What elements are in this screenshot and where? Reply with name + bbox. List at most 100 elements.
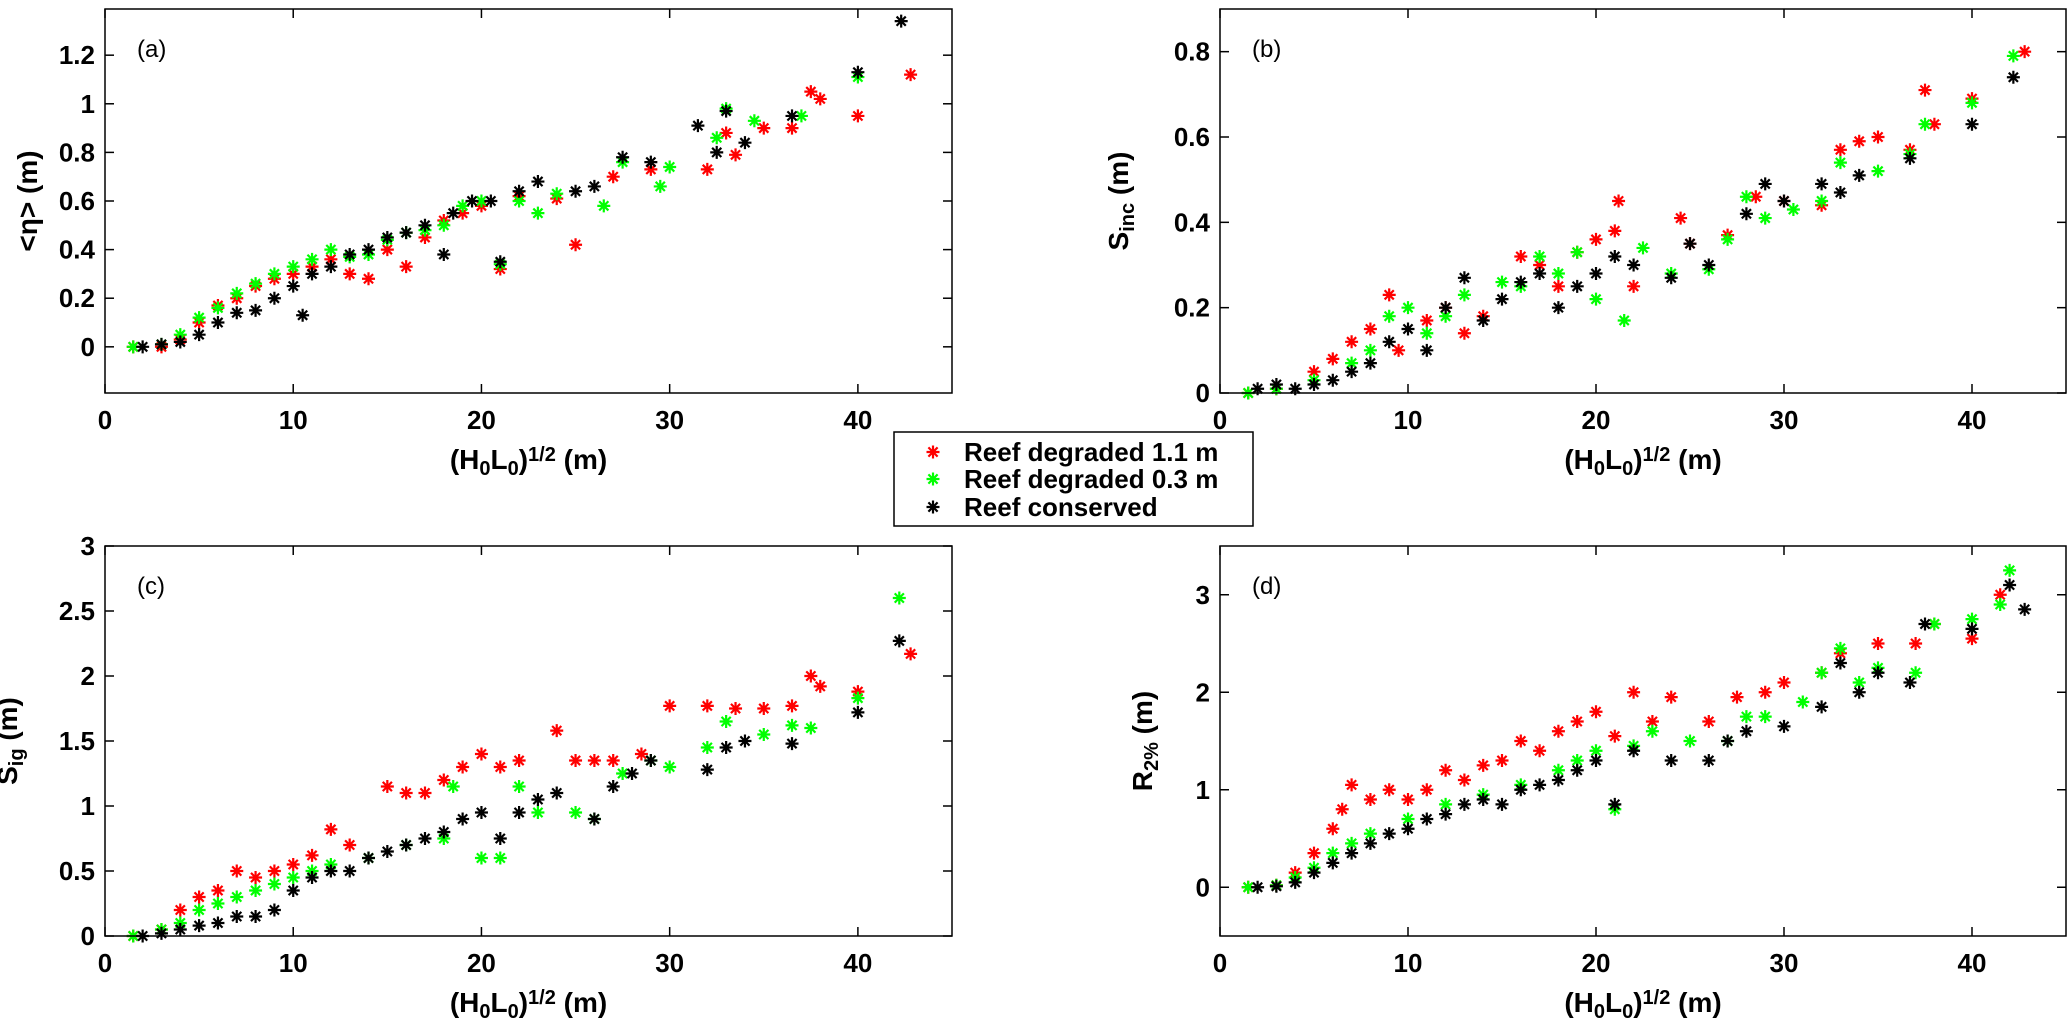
data-point <box>1730 690 1744 704</box>
data-point <box>267 291 281 305</box>
x-axis-label-part: 0 <box>508 458 519 480</box>
data-point <box>437 773 451 787</box>
data-point <box>1664 271 1678 285</box>
data-point <box>230 864 244 878</box>
legend-asterisk-icon <box>926 500 940 514</box>
x-tick-label: 30 <box>1770 948 1799 978</box>
y-tick-label: 2 <box>81 661 95 691</box>
data-point <box>1363 356 1377 370</box>
data-point <box>211 316 225 330</box>
data-point <box>512 780 526 793</box>
data-point <box>1608 224 1622 238</box>
x-tick-label: 30 <box>1770 405 1799 435</box>
data-point <box>249 910 263 923</box>
data-point <box>1476 758 1490 772</box>
data-point <box>456 199 470 213</box>
data-point <box>1965 117 1979 131</box>
data-point <box>2003 578 2017 592</box>
x-tick-label: 30 <box>655 948 684 978</box>
x-axis-label-part: L <box>1605 444 1622 475</box>
data-point <box>230 286 244 300</box>
data-point <box>1363 322 1377 336</box>
y-axis-label-part: inc <box>1117 203 1139 232</box>
axes-frame <box>104 545 953 937</box>
data-point <box>399 226 413 240</box>
data-point <box>616 150 630 164</box>
data-point <box>418 230 432 244</box>
x-tick-label: 10 <box>1394 948 1423 978</box>
data-point <box>305 260 319 274</box>
data-point <box>249 871 263 884</box>
data-point <box>1401 322 1415 336</box>
data-point <box>813 679 827 693</box>
data-point <box>1392 343 1406 357</box>
data-point <box>343 864 357 878</box>
scatter-points <box>1241 563 2032 894</box>
data-point <box>1683 734 1697 748</box>
data-point <box>785 109 799 123</box>
data-point <box>1345 365 1359 379</box>
data-point <box>757 728 771 741</box>
data-point <box>362 851 376 865</box>
data-point <box>154 926 168 940</box>
data-point <box>1589 232 1603 246</box>
data-point <box>597 199 611 213</box>
data-point <box>785 699 799 713</box>
data-point <box>399 838 413 852</box>
data-point <box>1612 194 1626 208</box>
data-point <box>418 832 432 845</box>
data-point <box>2006 70 2020 84</box>
data-point <box>474 747 488 761</box>
data-point <box>1251 382 1265 396</box>
data-point <box>1457 797 1471 811</box>
data-point <box>1382 335 1396 349</box>
data-point <box>1363 827 1377 841</box>
data-point <box>211 916 225 930</box>
x-tick-label: 10 <box>279 405 308 435</box>
data-point <box>1363 343 1377 357</box>
data-point <box>892 634 906 648</box>
data-point <box>1326 856 1340 870</box>
data-point <box>1420 313 1434 327</box>
data-point <box>456 812 470 826</box>
data-point <box>634 747 648 761</box>
data-point <box>587 179 601 193</box>
data-point <box>493 832 507 845</box>
data-point <box>851 705 865 719</box>
panel-label: (b) <box>1252 36 1281 63</box>
data-point <box>550 187 564 201</box>
data-point <box>1533 778 1547 792</box>
data-point <box>2018 45 2032 59</box>
data-point <box>747 114 761 128</box>
data-point <box>286 858 300 871</box>
data-point <box>267 903 281 917</box>
x-tick-label: 40 <box>1958 948 1987 978</box>
data-point <box>1533 267 1547 281</box>
y-axis-label-part: <η> (m) <box>12 150 43 251</box>
data-point <box>1852 134 1866 148</box>
x-tick-label: 40 <box>843 405 872 435</box>
data-point <box>1439 807 1453 821</box>
data-point <box>2018 602 2032 616</box>
data-point <box>1674 211 1688 225</box>
axes-frame <box>1219 8 2067 394</box>
data-point <box>230 890 244 904</box>
data-point <box>2003 563 2017 577</box>
data-point <box>606 170 620 184</box>
y-tick-label: 1 <box>81 791 95 821</box>
y-tick-label: 0 <box>81 921 95 951</box>
data-point <box>1307 866 1321 880</box>
data-point <box>343 838 357 852</box>
data-point <box>804 721 818 735</box>
data-point <box>550 786 564 800</box>
x-axis-label-part: (m) <box>556 987 607 1018</box>
data-point <box>456 760 470 774</box>
data-point <box>1758 211 1772 225</box>
data-point <box>1871 666 1885 680</box>
data-point <box>446 206 460 220</box>
y-tick-label: 1.5 <box>59 726 95 756</box>
data-point <box>1993 598 2007 611</box>
data-point <box>1570 754 1584 767</box>
data-point <box>1495 754 1509 767</box>
x-tick-label: 30 <box>655 405 684 435</box>
